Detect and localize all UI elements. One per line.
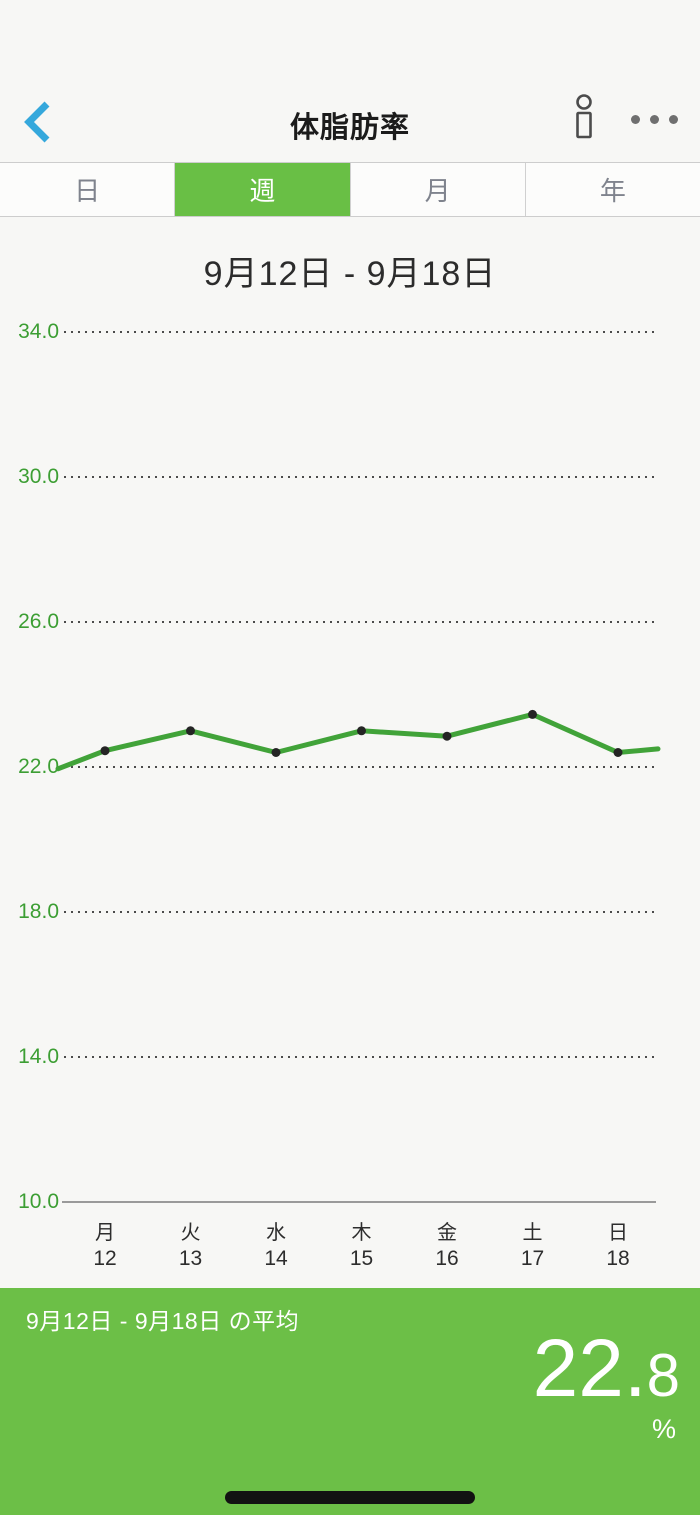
data-point-marker [442,731,452,741]
x-tick-label: 金 16 [435,1222,459,1270]
y-gridline [64,766,656,768]
x-tick-label: 月 12 [93,1222,117,1270]
data-point-marker [100,746,110,756]
y-tick-label: 14.0 [18,1045,59,1068]
average-label: 9月12日 - 9月18日 の平均 [26,1308,300,1334]
tab-day[interactable]: 日 [0,163,175,216]
y-tick-label: 18.0 [18,900,59,923]
average-summary-panel: 9月12日 - 9月18日 の平均 22. 8 % [0,1288,700,1515]
x-tick-label: 火 13 [178,1222,203,1270]
y-gridline [64,621,656,623]
home-indicator[interactable] [225,1491,475,1504]
page-title: 体脂肪率 [289,112,410,144]
back-button[interactable] [16,96,60,144]
y-gridline [64,476,656,478]
y-gridline [64,911,656,913]
data-point-marker [186,726,195,736]
tab-week[interactable]: 週 [174,163,350,216]
more-menu-button[interactable] [620,100,688,138]
average-value-decimal: 8 [646,1342,680,1409]
data-point-marker [271,748,281,757]
y-tick-label: 26.0 [18,610,59,633]
period-title: 9月12日 - 9月18日 [203,255,497,293]
profile-button[interactable] [566,92,602,146]
y-tick-label: 34.0 [18,320,59,343]
x-tick-label: 水 14 [264,1222,288,1270]
average-value: 22. 8 [533,1328,680,1410]
y-tick-label: 22.0 [18,755,59,778]
data-line [55,711,661,772]
period-tabbar: 日 週 月 年 [0,162,700,217]
x-tick-label: 土 17 [520,1222,545,1270]
person-icon [570,93,598,146]
average-value-integer: 22. [532,1323,647,1414]
y-tick-label: 10.0 [18,1190,59,1213]
tab-month[interactable]: 月 [349,163,525,216]
unit-label: % [651,1414,676,1444]
x-tick-label: 日 18 [606,1222,630,1270]
ellipsis-icon [630,114,640,124]
data-point-marker [613,748,623,757]
data-point-marker [357,726,366,736]
x-axis-line [62,1201,656,1203]
y-gridline [64,331,656,333]
x-tick-label: 木 15 [349,1222,374,1270]
tab-year[interactable]: 年 [524,163,700,216]
y-gridline [64,1056,656,1058]
y-tick-label: 30.0 [18,465,59,488]
chevron-left-icon [22,101,54,147]
data-point-marker [528,709,537,719]
